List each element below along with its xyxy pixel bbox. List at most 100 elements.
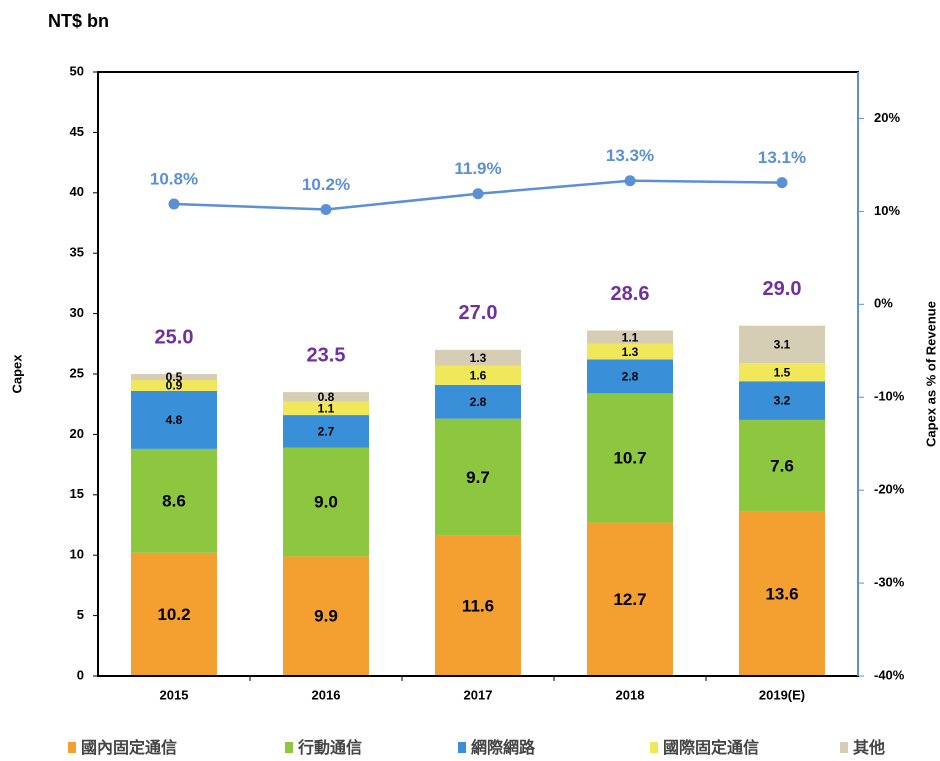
x-tick-label: 2016 (312, 687, 341, 702)
y-tick-label: 15 (70, 486, 84, 501)
bar-value-label: 1.6 (470, 368, 487, 382)
y-axis-unit: NT$ bn (48, 11, 109, 31)
ratio-point (168, 198, 180, 210)
bar-segment (131, 380, 217, 391)
legend-label: 國內固定通信 (81, 738, 177, 757)
bar-segment (587, 359, 673, 394)
bar-value-label: 12.7 (613, 590, 646, 609)
legend-swatch (840, 742, 848, 753)
y2-tick-label: -20% (874, 482, 905, 497)
bar-value-label: 1.1 (318, 402, 335, 416)
ratio-label: 10.2% (302, 175, 350, 194)
y-tick-label: 10 (70, 547, 84, 562)
y-tick-label: 0 (77, 667, 84, 682)
y2-tick-label: 20% (874, 110, 900, 125)
bar-segment (739, 381, 825, 420)
bar-value-label: 2.7 (318, 425, 335, 439)
y-tick-label: 40 (70, 184, 84, 199)
bar-value-label: 10.2 (157, 605, 190, 624)
bar-segment (131, 552, 217, 676)
ratio-point (624, 175, 636, 187)
y-axis-title: Capex (9, 354, 24, 394)
bar-value-label: 9.9 (314, 607, 338, 626)
y-tick-label: 30 (70, 305, 84, 320)
ratio-point (320, 204, 332, 216)
bar-segment (131, 374, 217, 381)
legend-label: 行動通信 (297, 738, 362, 757)
ratio-point (776, 177, 788, 189)
bar-segment (739, 363, 825, 382)
bar-segment (435, 365, 521, 385)
bar-value-label: 1.5 (774, 365, 791, 379)
y-tick-label: 20 (70, 426, 84, 441)
legend-label: 國際固定通信 (663, 738, 759, 757)
total-label: 29.0 (763, 278, 802, 300)
bar-value-label: 4.8 (166, 413, 183, 427)
bar-segment (131, 448, 217, 553)
y2-tick-label: -30% (874, 575, 905, 590)
bar-value-label: 7.6 (770, 456, 794, 475)
ratio-label: 13.3% (606, 146, 654, 165)
bar-segment (435, 384, 521, 419)
ratio-label: 10.8% (150, 169, 198, 188)
bar-value-label: 2.8 (470, 395, 487, 409)
bar-segment (587, 393, 673, 523)
bar-value-label: 9.7 (466, 468, 490, 487)
bar-segment (739, 511, 825, 676)
bar-value-label: 2.8 (622, 370, 639, 384)
bar-segment (283, 447, 369, 557)
bar-segment (131, 390, 217, 449)
bar-value-label: 3.1 (774, 338, 791, 352)
y-tick-label: 45 (70, 124, 84, 139)
bar-segment (587, 343, 673, 360)
bar-segment (283, 556, 369, 676)
y2-tick-label: 10% (874, 203, 900, 218)
total-label: 28.6 (611, 283, 650, 305)
bar-value-label: 13.6 (765, 584, 798, 603)
bar-value-label: 0.9 (166, 379, 183, 393)
bar-segment (435, 349, 521, 366)
ratio-label: 11.9% (454, 159, 501, 178)
bar-segment (435, 535, 521, 676)
total-label: 27.0 (459, 302, 498, 324)
y2-tick-label: -40% (874, 667, 905, 682)
bar-value-label: 11.6 (462, 596, 494, 615)
legend-label: 網際網路 (471, 738, 536, 757)
y-tick-label: 35 (70, 245, 84, 260)
legend-label: 其他 (853, 738, 885, 757)
x-tick-label: 2015 (160, 687, 189, 702)
x-tick-label: 2019(E) (759, 687, 805, 702)
x-tick-label: 2017 (464, 687, 493, 702)
bar-segment (283, 415, 369, 448)
y-tick-label: 5 (77, 607, 84, 622)
y2-tick-label: -10% (874, 389, 905, 404)
bar-value-label: 1.1 (622, 330, 639, 344)
bar-value-label: 8.6 (162, 491, 186, 510)
bar-value-label: 1.3 (470, 351, 487, 365)
bar-segment (435, 418, 521, 536)
bar-value-label: 1.3 (622, 345, 639, 359)
legend-swatch (650, 742, 658, 753)
bar-value-label: 0.8 (318, 390, 335, 404)
bar-segment (283, 401, 369, 416)
y2-axis-title: Capex as % of Revenue (923, 301, 938, 447)
y2-tick-label: 0% (874, 296, 893, 311)
bar-segment (587, 330, 673, 344)
legend-swatch (458, 742, 466, 753)
bar-value-label: 3.2 (774, 394, 791, 408)
bar-segment (739, 325, 825, 364)
y-tick-label: 25 (70, 365, 84, 380)
ratio-label: 13.1% (758, 148, 806, 167)
bar-value-label: 9.0 (314, 493, 338, 512)
x-tick-label: 2018 (616, 687, 645, 702)
bar-segment (739, 419, 825, 512)
bar-value-label: 10.7 (613, 448, 646, 467)
legend-swatch (68, 742, 76, 753)
total-label: 23.5 (307, 344, 346, 366)
bar-segment (587, 522, 673, 676)
bar-segment (283, 392, 369, 402)
bar-value-label: 0.5 (166, 370, 183, 384)
ratio-point (472, 188, 484, 200)
y-tick-label: 50 (70, 63, 84, 78)
